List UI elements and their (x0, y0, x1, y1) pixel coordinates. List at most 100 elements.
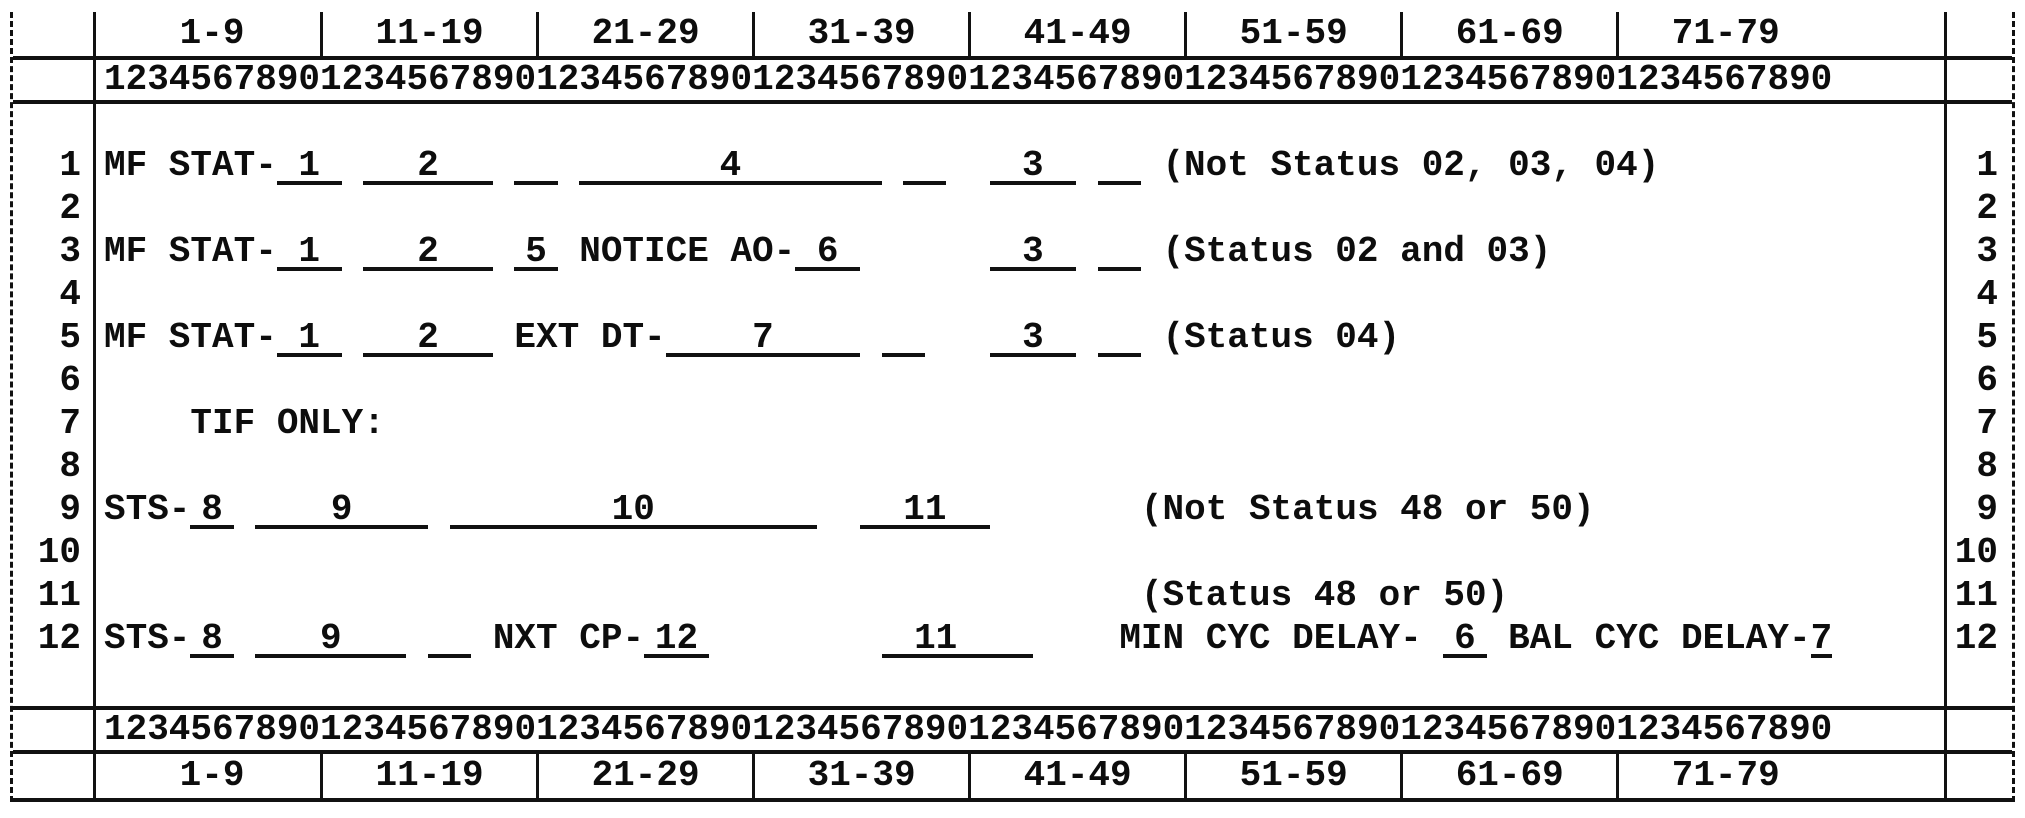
field-caption: BAL CYC DELAY- (1508, 618, 1811, 659)
entry-field-2: 2 (363, 319, 493, 357)
entry-field-blank (903, 148, 947, 185)
col-range-label-1-9: 1-9 (179, 13, 245, 54)
form-row-3: 3 MF STAT- 1 2 5 NOTICE AO- 6 3 (Status 02 and … (13, 230, 2012, 273)
row-number-right-6: 6 (1976, 360, 1998, 401)
col-range-label-21-29: 21-29 (536, 12, 752, 56)
spacer (1832, 316, 1947, 359)
spacer (1832, 402, 1947, 445)
field-caption: (Not Status 48 or 50) (1140, 489, 1595, 530)
row-number-left-9: 9 (59, 489, 81, 530)
form-row-5: 5 MF STAT- 1 2 EXT DT- 7 3 (Status 04) 5 (13, 316, 2012, 359)
right-margin-cell (1944, 710, 2012, 750)
form-row-12: 12 STS- 8 9 NXT CP- 12 11 MIN CYC DELAY- 6 BAL … (13, 617, 2012, 660)
row-number-right-8: 8 (1976, 446, 1998, 487)
col-range-label-71-79: 71-79 (1616, 12, 1832, 56)
spacer (1832, 273, 1947, 316)
spacer (1832, 60, 1944, 100)
form-row-10: 10 10 (13, 531, 2012, 574)
entry-field-6: 6 (795, 233, 861, 271)
entry-field-7: 7 (1810, 618, 1833, 659)
row-number-left-5: 5 (59, 317, 81, 358)
spacer (1832, 488, 1947, 531)
row-content-5: MF STAT- 1 2 EXT DT- 7 3 (Status 04) (93, 316, 1832, 359)
col-range-label-51-59: 51-59 (1184, 12, 1400, 56)
col-range-label-21-29: 21-29 (536, 754, 752, 798)
horizontal-rule (13, 56, 2012, 60)
row-content-11: (Status 48 or 50) (93, 574, 1832, 617)
entry-field-3: 3 (989, 233, 1077, 271)
spacer (1832, 754, 1944, 798)
entry-field-9: 9 (255, 491, 429, 529)
row-content-6 (93, 359, 1832, 402)
row-content-1: MF STAT- 1 2 4 3 (Not Status 02, 03, 04) (93, 144, 1832, 187)
spacer (1832, 710, 1944, 750)
row-number-left-2: 2 (59, 188, 81, 229)
entry-field-2: 2 (363, 233, 493, 271)
row-number-left-6: 6 (59, 360, 81, 401)
entry-field-4: 4 (579, 147, 882, 185)
row-number-right-5: 5 (1976, 317, 1998, 358)
column-ruler-bottom: 1-9 11-19 21-29 31-39 41-49 51-59 61-69 71-79 (13, 754, 2012, 798)
entry-field-1: 1 (276, 319, 342, 357)
row-content-2 (93, 187, 1832, 230)
entry-field-1: 1 (276, 233, 342, 271)
col-range-label-41-49: 41-49 (968, 12, 1184, 56)
entry-field-3: 3 (989, 319, 1077, 357)
field-caption: NOTICE AO- (579, 231, 796, 272)
entry-field-11: 11 (881, 620, 990, 658)
field-caption: MF STAT- (104, 145, 277, 186)
coding-sheet: 1-9 11-19 21-29 31-39 41-49 51-59 61-69 71-79 1… (10, 12, 2015, 802)
left-margin-cell (13, 754, 96, 798)
row-content-4 (93, 273, 1832, 316)
field-caption: MF STAT- (104, 317, 277, 358)
spacer (1832, 617, 1947, 660)
field-caption: TIF ONLY: (190, 403, 385, 444)
column-range-labels-bottom: 1-9 11-19 21-29 31-39 41-49 51-59 61-69 71-79 (96, 754, 1832, 798)
row-number-right-9: 9 (1976, 489, 1998, 530)
field-caption: MIN CYC DELAY- (1119, 618, 1422, 659)
row-number-left-3: 3 (59, 231, 81, 272)
col-range-label-1-9: 1-9 (179, 755, 245, 796)
left-margin-cell (13, 12, 96, 56)
column-range-labels-top: 1-9 11-19 21-29 31-39 41-49 51-59 61-69 71-79 (96, 12, 1832, 56)
entry-field-blank (1097, 148, 1141, 185)
form-row-7: 7 TIF ONLY: 7 (13, 402, 2012, 445)
field-caption: EXT DT- (514, 317, 666, 358)
row-number-right-4: 4 (1976, 274, 1998, 315)
entry-field-11: 11 (860, 491, 990, 529)
row-content-10 (93, 531, 1832, 574)
row-number-left-7: 7 (59, 403, 81, 444)
entry-field-7: 7 (665, 319, 861, 357)
right-margin-cell (1944, 754, 2012, 798)
col-range-label-61-69: 61-69 (1400, 12, 1616, 56)
entry-field-blank (1097, 234, 1141, 271)
form-row-1: 1 MF STAT- 1 2 4 3 (Not Status 02, 03, 04) 1 (13, 144, 2012, 187)
field-caption: STS- (104, 489, 191, 530)
col-range-label-61-69: 61-69 (1400, 754, 1616, 798)
row-number-left-1: 1 (59, 145, 81, 186)
field-caption: (Status 02 and 03) (1162, 231, 1552, 272)
spacer (1832, 144, 1947, 187)
entry-field-blank (514, 148, 558, 185)
row-number-left-4: 4 (59, 274, 81, 315)
digit-ruler: 1234567890123456789012345678901234567890… (104, 59, 1833, 100)
spacer (1832, 531, 1947, 574)
col-range-label-51-59: 51-59 (1184, 754, 1400, 798)
spacer (1832, 230, 1947, 273)
entry-field-blank (881, 320, 925, 357)
row-number-right-11: 11 (1954, 575, 1998, 616)
field-caption: (Status 48 or 50) (1140, 575, 1509, 616)
left-margin-cell (13, 710, 96, 750)
spacer (1832, 12, 1944, 56)
spacer (1832, 574, 1947, 617)
row-content-3: MF STAT- 1 2 5 NOTICE AO- 6 3 (Status 02 and 0… (93, 230, 1832, 273)
column-ruler-top: 1-9 11-19 21-29 31-39 41-49 51-59 61-69 71-79 (13, 12, 2012, 56)
entry-field-blank (989, 621, 1033, 658)
field-caption: STS- (104, 618, 191, 659)
form-row-11: 11 (Status 48 or 50) 11 (13, 574, 2012, 617)
field-caption: NXT CP- (492, 618, 645, 659)
row-number-left-10: 10 (37, 532, 81, 573)
